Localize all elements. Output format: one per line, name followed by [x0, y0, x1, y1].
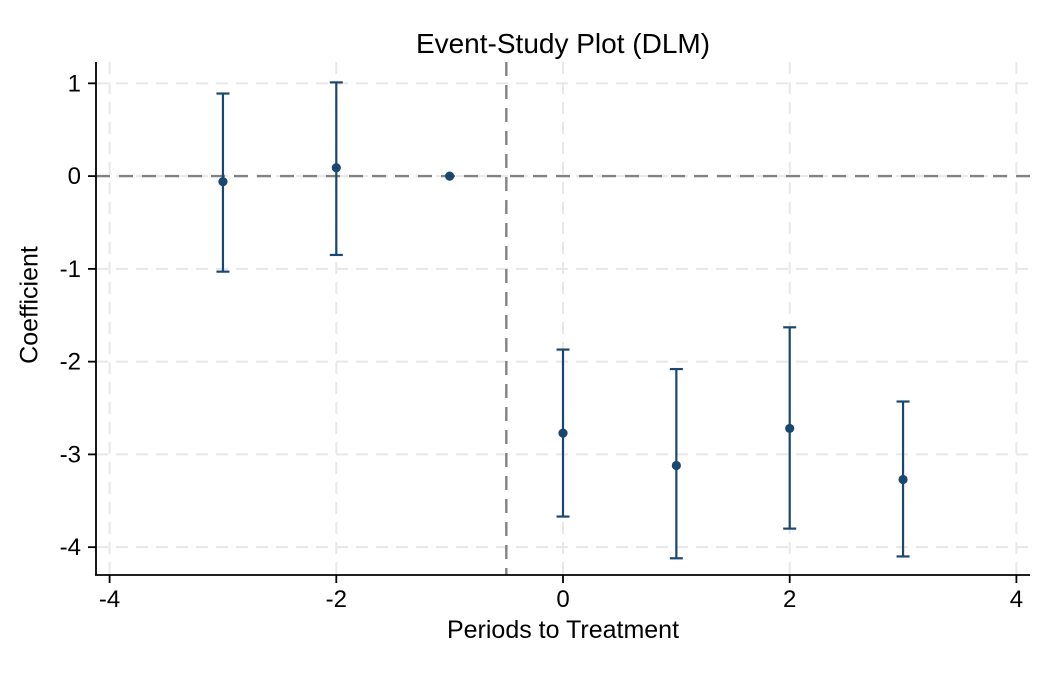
data-point — [671, 460, 681, 471]
x-tick-label: 2 — [783, 586, 796, 613]
data-point — [445, 171, 455, 181]
y-tick-label: -3 — [60, 441, 81, 468]
data-point-group — [216, 92, 230, 273]
data-point-group — [329, 81, 343, 257]
y-tick-label: 0 — [68, 163, 81, 190]
data-point-group — [669, 367, 683, 560]
x-tick-label: -2 — [326, 586, 347, 613]
y-tick-label: 1 — [68, 70, 81, 97]
data-point — [331, 163, 341, 173]
data-point-group — [896, 400, 910, 558]
data-point-group — [783, 326, 797, 530]
y-tick-label: -1 — [60, 256, 81, 283]
y-tick-label: -2 — [60, 349, 81, 376]
y-tick-label: -4 — [60, 534, 81, 561]
data-point-group — [556, 348, 570, 518]
data-point-group — [445, 171, 455, 181]
data-point — [785, 423, 795, 434]
x-axis-label: Periods to Treatment — [446, 616, 680, 644]
x-tick-label: 0 — [556, 586, 569, 613]
x-tick-label: -4 — [99, 586, 120, 613]
data-point — [898, 474, 908, 485]
data-point — [558, 428, 568, 438]
data-point — [218, 177, 228, 187]
chart-title: Event-Study Plot (DLM) — [415, 28, 711, 59]
x-tick-label: 4 — [1010, 586, 1023, 613]
